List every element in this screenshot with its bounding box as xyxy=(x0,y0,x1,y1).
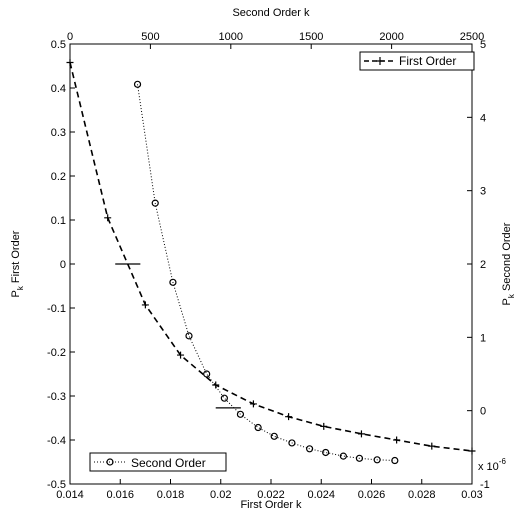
y-right-tick-label: 4 xyxy=(480,112,486,124)
series-second-order-point xyxy=(220,394,228,402)
series-first-order-point xyxy=(141,301,149,309)
legend-second-order: Second Order xyxy=(89,452,227,472)
y-right-tick-label: 3 xyxy=(480,186,486,198)
svg-text:Pk First Order: Pk First Order xyxy=(10,230,25,297)
legend-second-order-box xyxy=(89,452,227,472)
series-second-order-point xyxy=(236,410,245,418)
y-left-tick-label: 0.5 xyxy=(51,39,66,51)
series-first-order-point xyxy=(212,381,220,389)
series-second-order-point xyxy=(391,456,399,465)
series-first-order-point xyxy=(320,422,328,430)
legend-first-order-marker xyxy=(376,57,384,65)
series-first-order-point xyxy=(285,413,293,421)
x-bottom-tick-label: 0.022 xyxy=(257,489,285,501)
legend-first-order-text: First Order xyxy=(399,54,456,68)
series-second-order-point xyxy=(339,452,347,460)
y-right-axis-label: Pk Second Order xyxy=(501,222,516,305)
series-second-order-point xyxy=(254,423,262,432)
y-right-exponent-power: -6 xyxy=(499,457,507,466)
series-first-order-point xyxy=(177,351,185,359)
y-right-tick-label: 0 xyxy=(480,406,486,418)
legend-second-order-marker xyxy=(106,458,114,466)
series-second-order-point xyxy=(169,278,177,286)
series-second-order-point xyxy=(373,456,381,464)
x-top-tick-label: 500 xyxy=(141,31,159,43)
x-bottom-tick-label: 0.03 xyxy=(461,489,482,501)
y-left-tick-label: 0.1 xyxy=(51,215,66,227)
x-top-tick-label: 1500 xyxy=(299,31,323,43)
x-bottom-axis-label: First Order k xyxy=(240,499,302,511)
y-right-label-rest: Second Order xyxy=(501,222,513,294)
x-bottom-tick-label: 0.014 xyxy=(56,489,84,501)
y-right-exponent-base: x 10 xyxy=(478,461,499,473)
y-left-tick-label: 0.3 xyxy=(51,127,66,139)
x-bottom-tick-label: 0.024 xyxy=(307,489,335,501)
x-top-axis-label: Second Order k xyxy=(232,7,310,19)
y-left-tick-label: 0.4 xyxy=(51,83,66,95)
y-right-tick-label: 5 xyxy=(480,39,486,51)
series-second-order-point xyxy=(288,439,296,447)
series-first-order-line xyxy=(69,62,473,452)
x-top-tick-label: 0 xyxy=(67,31,73,43)
axes-layer: 0.014 0.016 0.018 0.02 0.022 0.024 0.026 0.028 0… xyxy=(47,31,490,501)
y-left-tick-label: 0.2 xyxy=(51,171,66,183)
series-first-order-point xyxy=(428,442,436,450)
series-second-order-point xyxy=(305,445,314,453)
x-top-tick-label: 2000 xyxy=(379,31,403,43)
series-first-order-point xyxy=(66,58,74,66)
y-left-tick-label: -0.4 xyxy=(47,435,66,447)
series-second-order-point xyxy=(355,454,364,462)
svg-text:Pk Second Order: Pk Second Order xyxy=(501,222,516,305)
y-right-exponent: x 10-6 xyxy=(478,457,506,473)
y-left-tick-label: -0.5 xyxy=(47,479,66,491)
series-first-order-point xyxy=(104,214,112,222)
series-second-order-point xyxy=(133,80,142,88)
series-second-order-point xyxy=(185,332,193,340)
data-layer xyxy=(66,58,476,465)
series-first-order-point xyxy=(249,400,257,408)
x-top-tick-label: 1000 xyxy=(219,31,243,43)
y-left-tick-label: -0.2 xyxy=(47,347,66,359)
y-left-tick-label: 0 xyxy=(60,259,66,271)
y-left-label-main: P xyxy=(10,290,22,297)
x-bottom-tick-label: 0.02 xyxy=(210,489,231,501)
x-bottom-tick-label: 0.016 xyxy=(106,489,134,501)
y-left-label-sub: k xyxy=(16,285,25,290)
y-right-label-main: P xyxy=(501,298,513,305)
x-bottom-tick-label: 0.028 xyxy=(408,489,436,501)
series-second-order-point xyxy=(203,370,211,378)
legend-second-order-text: Second Order xyxy=(131,456,206,470)
series-second-order-point xyxy=(322,448,330,457)
legend-first-order-box xyxy=(359,51,475,71)
y-right-tick-label: 2 xyxy=(480,259,486,271)
y-left-label-rest: First Order xyxy=(10,230,22,286)
series-second-order-point xyxy=(270,432,278,440)
y-right-tick-label: -1 xyxy=(480,479,490,491)
legend-first-order: First Order xyxy=(359,51,475,71)
x-bottom-tick-label: 0.018 xyxy=(157,489,185,501)
y-right-tick-label: 1 xyxy=(480,332,486,344)
series-first-order-point xyxy=(357,430,365,438)
x-top-tick-label: 2500 xyxy=(460,31,484,43)
y-right-label-sub: k xyxy=(507,293,516,298)
series-first-order-point xyxy=(393,436,401,444)
y-left-axis-label: Pk First Order xyxy=(10,230,25,297)
y-left-tick-label: -0.3 xyxy=(47,391,66,403)
x-bottom-tick-label: 0.026 xyxy=(358,489,386,501)
series-second-order-point xyxy=(151,199,159,207)
y-left-tick-label: -0.1 xyxy=(47,303,66,315)
series-second-order-line xyxy=(137,84,395,461)
series-first-order-point xyxy=(468,447,476,455)
